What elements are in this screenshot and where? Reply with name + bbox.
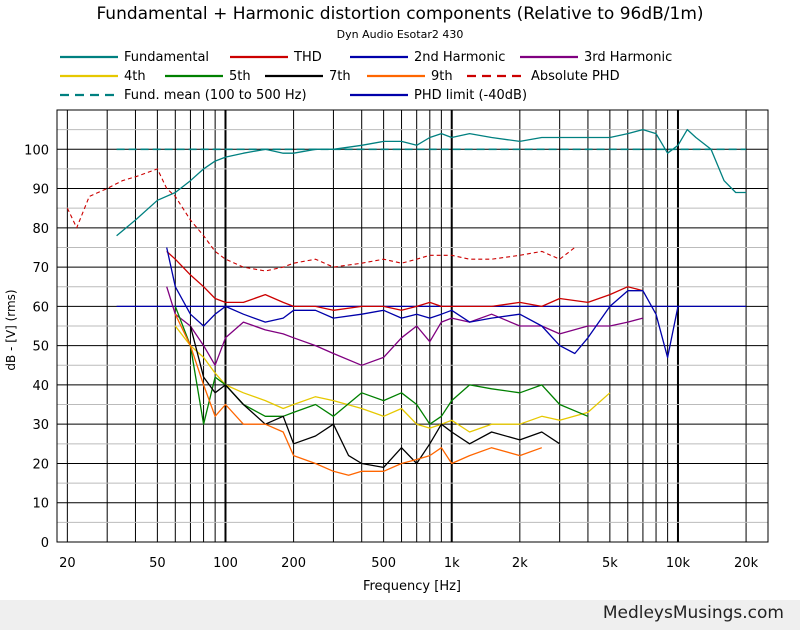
- legend-label: 2nd Harmonic: [414, 50, 505, 65]
- series-line-7th: [189, 325, 561, 469]
- x-tick-label: 2k: [512, 556, 528, 571]
- x-tick-label: 20: [59, 556, 76, 571]
- y-tick-label: 70: [32, 261, 49, 276]
- series-line-2nd-harmonic: [166, 247, 679, 359]
- y-tick-label: 100: [24, 143, 49, 158]
- legend-item: 5th: [165, 69, 251, 84]
- series-line-9th: [174, 313, 543, 476]
- y-axis-ticks: 0 10 20 30 40 50 60 70 80 90 100: [24, 143, 49, 551]
- x-tick-label: 200: [281, 556, 306, 571]
- y-tick-label: 0: [41, 536, 49, 551]
- chart-title: Fundamental + Harmonic distortion compon…: [96, 4, 703, 24]
- plot-frame: [56, 109, 769, 543]
- series-line-5th: [174, 306, 589, 425]
- series-line-absolute-phd: [66, 168, 576, 272]
- legend-label: PHD limit (-40dB): [414, 88, 527, 103]
- x-tick-label: 50: [149, 556, 166, 571]
- y-tick-label: 90: [32, 183, 49, 198]
- chart-series-group: [66, 128, 747, 476]
- legend-item: 2nd Harmonic: [350, 50, 505, 65]
- chart-legend: Fundamental THD 2nd Harmonic 3rd Harmonic 4t…: [60, 50, 672, 103]
- legend-label: Fundamental: [124, 50, 209, 65]
- watermark-text: MedleysMusings.com: [602, 603, 784, 623]
- legend-label: 4th: [124, 69, 146, 84]
- x-tick-label: 5k: [602, 556, 618, 571]
- x-tick-label: 100: [213, 556, 238, 571]
- legend-item: THD: [230, 50, 322, 65]
- distortion-chart: Fundamental + Harmonic distortion compon…: [4, 4, 769, 594]
- legend-label: 7th: [329, 69, 351, 84]
- x-tick-label: 20k: [734, 556, 759, 571]
- series-line-thd: [166, 250, 644, 311]
- legend-label: Fund. mean (100 to 500 Hz): [124, 88, 307, 103]
- legend-label: 3rd Harmonic: [584, 50, 672, 65]
- y-tick-label: 20: [32, 457, 49, 472]
- x-tick-label: 10k: [666, 556, 691, 571]
- legend-item: PHD limit (-40dB): [350, 88, 527, 103]
- footer-bar: MedleysMusings.com: [0, 600, 800, 630]
- chart-grid: [57, 110, 768, 542]
- y-tick-label: 80: [32, 222, 49, 237]
- x-tick-label: 500: [371, 556, 396, 571]
- y-tick-label: 50: [32, 340, 49, 355]
- series-line-fundamental: [116, 128, 747, 237]
- y-tick-label: 40: [32, 379, 49, 394]
- series-line-3rd-harmonic: [166, 286, 644, 366]
- legend-label: THD: [293, 50, 322, 65]
- legend-item: 3rd Harmonic: [520, 50, 672, 65]
- y-tick-label: 60: [32, 300, 49, 315]
- legend-item: 9th: [367, 69, 453, 84]
- x-axis-ticks: 20 50 100 200 500 1k 2k 5k 10k 20k: [59, 556, 758, 571]
- chart-subtitle: Dyn Audio Esotar2 430: [337, 28, 464, 41]
- series-line-4th: [174, 325, 611, 433]
- legend-item: 4th: [60, 69, 146, 84]
- legend-item: Fund. mean (100 to 500 Hz): [60, 88, 307, 103]
- chart-svg: Fundamental + Harmonic distortion compon…: [4, 4, 769, 594]
- legend-label: 9th: [431, 69, 453, 84]
- y-tick-label: 30: [32, 418, 49, 433]
- legend-item: Fundamental: [60, 50, 209, 65]
- legend-item: Absolute PHD: [467, 69, 620, 84]
- y-axis-label: dB - [V] (rms): [4, 289, 18, 370]
- legend-item: 7th: [265, 69, 351, 84]
- y-tick-label: 10: [32, 497, 49, 512]
- legend-label: 5th: [229, 69, 251, 84]
- legend-label: Absolute PHD: [531, 69, 620, 84]
- x-axis-label: Frequency [Hz]: [363, 579, 461, 594]
- x-tick-label: 1k: [444, 556, 460, 571]
